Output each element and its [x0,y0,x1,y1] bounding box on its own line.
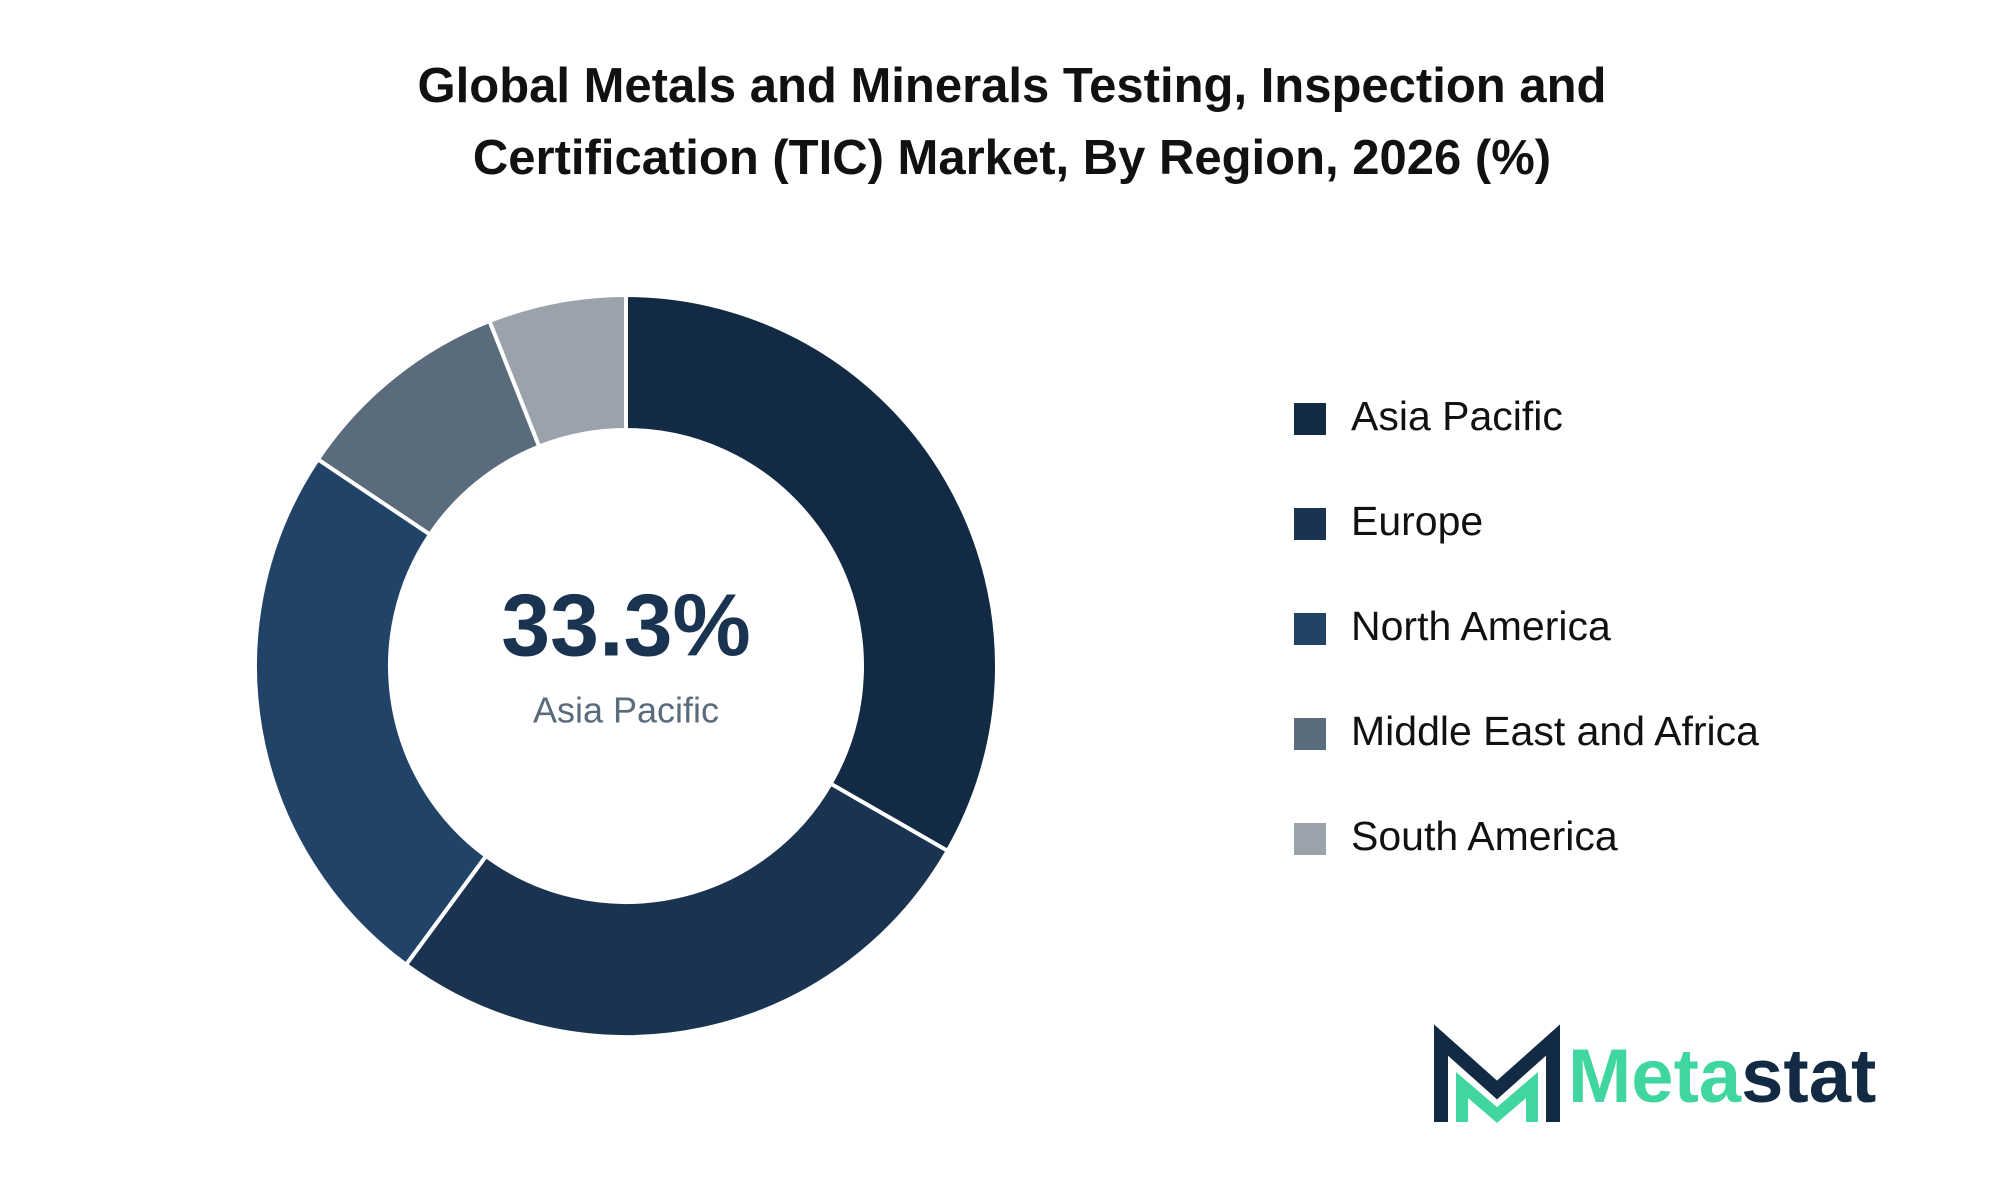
legend-label: South America [1351,813,1618,859]
donut-slice [403,780,951,1039]
logo: Metastat [1434,1024,1876,1123]
legend-swatch [1294,403,1326,435]
legend-label: North America [1351,603,1611,649]
center-label: Asia Pacific [533,690,719,731]
center-value: 33.3% [501,575,751,674]
donut-slice [624,292,999,854]
legend-swatch [1294,718,1326,750]
legend-swatch [1294,823,1326,855]
legend-swatch [1294,613,1326,645]
logo-rest: stat [1741,1034,1876,1119]
chart-title: Global Metals and Minerals Testing, Insp… [417,59,1607,185]
donut-slice [315,318,542,538]
legend-label: Europe [1351,498,1483,544]
donut-slice [253,456,489,968]
legend-swatch [1294,508,1326,540]
logo-icon [1456,1071,1538,1123]
logo-icon [1434,1024,1560,1122]
logo-accent: Meta [1568,1034,1742,1119]
legend-label: Asia Pacific [1351,393,1563,439]
logo-text: Metastat [1568,1034,1876,1119]
legend-label: Middle East and Africa [1351,708,1759,754]
